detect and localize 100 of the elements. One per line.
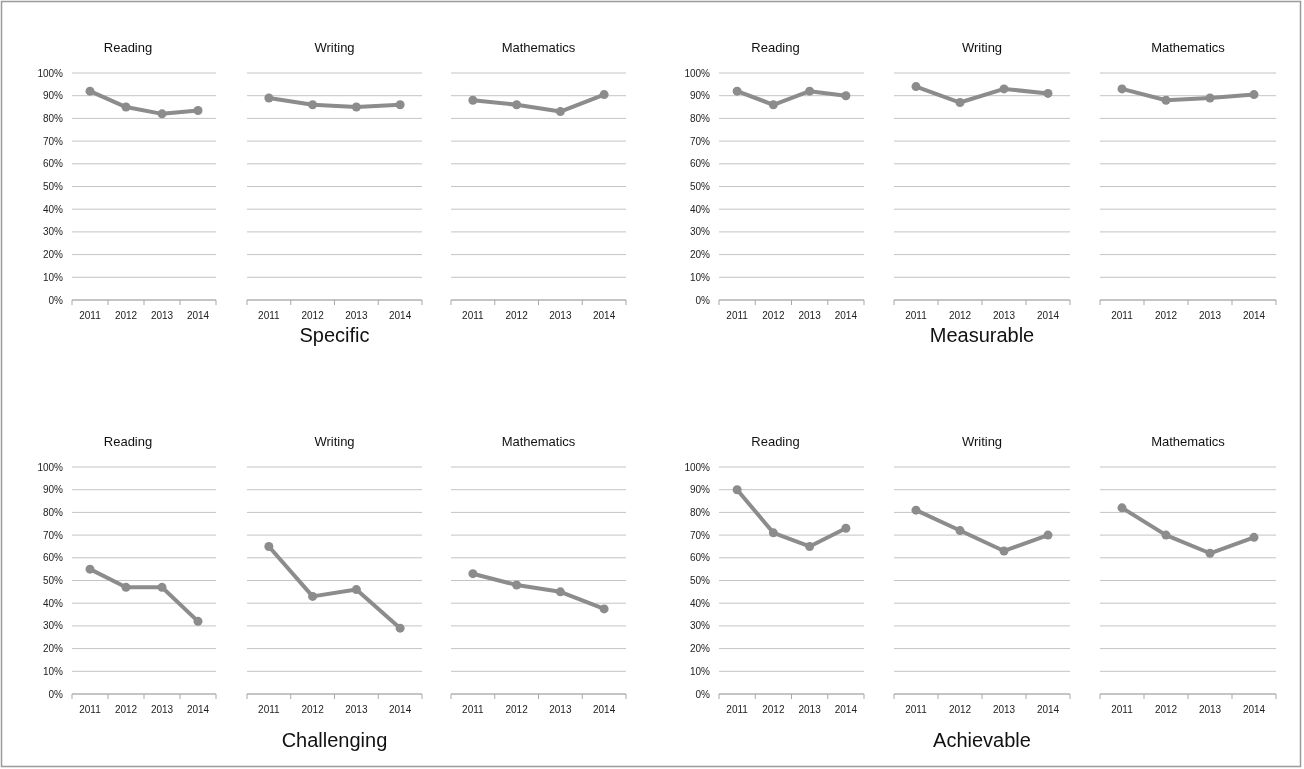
y-tick-label: 0% — [695, 688, 711, 700]
y-tick-label: 10% — [689, 665, 711, 677]
y-tick-label: 60% — [42, 158, 64, 170]
x-tick-label: 2011 — [462, 310, 485, 321]
x-axis-title: Achievable — [933, 729, 1031, 751]
x-tick-label: 2014 — [834, 310, 858, 321]
x-tick-label: 2012 — [114, 310, 138, 321]
x-tick-label: 2011 — [462, 704, 485, 715]
point — [157, 582, 167, 592]
x-tick-label: 2011 — [79, 310, 102, 321]
point — [1117, 503, 1127, 513]
y-tick-label: 40% — [689, 203, 711, 215]
chart-title: Writing — [314, 40, 355, 55]
y-tick-label: 80% — [42, 112, 64, 124]
x-tick-label: 2013 — [150, 704, 174, 715]
chart-title: Mathematics — [1151, 434, 1226, 449]
y-tick-label: 80% — [42, 506, 64, 518]
point — [85, 86, 95, 96]
point — [955, 98, 965, 108]
point — [395, 623, 405, 633]
x-tick-label: 2013 — [345, 704, 368, 715]
y-tick-label: 70% — [42, 529, 64, 541]
x-tick-label: 2012 — [762, 704, 785, 715]
chart-title: Mathematics — [501, 434, 576, 449]
x-tick-label: 2014 — [593, 704, 616, 715]
y-tick-label: 100% — [684, 461, 711, 473]
x-tick-label: 2013 — [345, 310, 368, 321]
chart-title: Writing — [314, 434, 355, 449]
point — [121, 582, 131, 592]
y-tick-label: 50% — [689, 575, 711, 586]
point — [193, 616, 203, 626]
point — [1161, 95, 1171, 105]
x-tick-label: 2014 — [1242, 704, 1266, 715]
y-tick-label: 90% — [42, 90, 64, 102]
x-tick-label: 2011 — [258, 704, 281, 715]
y-tick-label: 0% — [48, 688, 64, 700]
y-tick-label: 90% — [689, 90, 711, 102]
x-tick-label: 2012 — [1154, 310, 1178, 321]
x-tick-label: 2011 — [726, 310, 749, 321]
x-tick-label: 2013 — [798, 704, 822, 715]
chart-title: Mathematics — [1151, 40, 1226, 55]
point — [911, 505, 921, 515]
x-tick-label: 2012 — [948, 310, 972, 321]
x-tick-label: 2012 — [1154, 704, 1178, 715]
point — [1117, 84, 1127, 94]
x-tick-label: 2011 — [79, 704, 102, 715]
x-tick-label: 2014 — [186, 310, 210, 321]
x-tick-label: 2013 — [150, 310, 174, 321]
point — [955, 526, 965, 536]
y-tick-label: 50% — [42, 575, 64, 586]
y-tick-label: 70% — [689, 135, 711, 147]
point — [1249, 90, 1259, 100]
chart-title: Writing — [961, 40, 1003, 55]
y-tick-label: 20% — [42, 249, 64, 261]
point — [1043, 88, 1053, 98]
chart-title: Reading — [103, 40, 153, 55]
y-tick-label: 30% — [42, 226, 64, 238]
x-tick-label: 2013 — [992, 310, 1016, 321]
point — [264, 541, 274, 551]
x-axis-title: Specific — [299, 324, 370, 346]
y-tick-label: 60% — [689, 158, 711, 170]
point — [911, 82, 921, 92]
x-tick-label: 2011 — [1111, 310, 1134, 321]
y-tick-label: 100% — [37, 67, 64, 79]
point — [468, 569, 478, 579]
point — [1249, 532, 1259, 542]
point — [555, 107, 565, 117]
point — [468, 95, 478, 105]
chart-title: Reading — [751, 434, 800, 449]
point — [555, 587, 565, 597]
y-tick-label: 80% — [689, 506, 711, 518]
x-tick-label: 2012 — [505, 310, 529, 321]
x-tick-label: 2011 — [905, 310, 928, 321]
x-tick-label: 2014 — [389, 704, 412, 715]
y-tick-label: 60% — [689, 552, 711, 564]
chart-title: Reading — [751, 40, 800, 55]
y-tick-label: 40% — [42, 597, 64, 609]
x-tick-label: 2011 — [1111, 704, 1134, 715]
x-tick-label: 2013 — [1198, 310, 1222, 321]
point — [599, 604, 609, 614]
y-tick-label: 80% — [689, 112, 711, 124]
point — [999, 546, 1009, 556]
y-tick-label: 0% — [695, 294, 711, 306]
point — [732, 485, 742, 495]
y-tick-label: 20% — [689, 643, 711, 655]
x-tick-label: 2012 — [948, 704, 972, 715]
chart-title: Writing — [961, 434, 1003, 449]
y-tick-label: 60% — [42, 552, 64, 564]
y-tick-label: 20% — [42, 643, 64, 655]
x-tick-label: 2011 — [905, 704, 928, 715]
x-tick-label: 2014 — [1036, 704, 1060, 715]
point — [841, 523, 851, 533]
x-tick-label: 2014 — [389, 310, 412, 321]
y-tick-label: 70% — [689, 529, 711, 541]
y-tick-label: 100% — [684, 67, 711, 79]
y-tick-label: 30% — [42, 620, 64, 632]
point — [512, 580, 522, 590]
x-tick-label: 2014 — [186, 704, 210, 715]
chart-title: Reading — [103, 434, 153, 449]
x-tick-label: 2011 — [258, 310, 281, 321]
